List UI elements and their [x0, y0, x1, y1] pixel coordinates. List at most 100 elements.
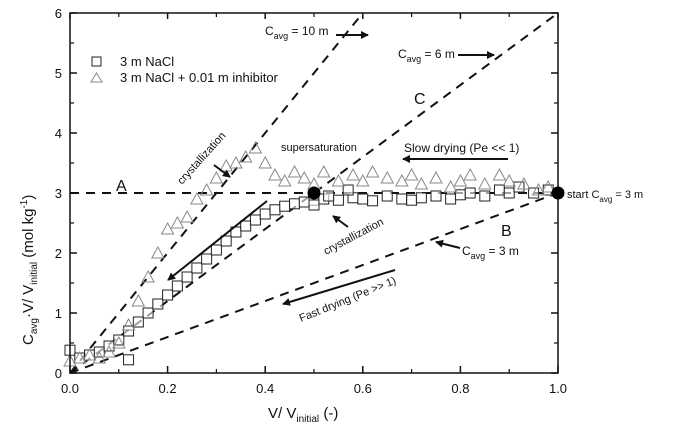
- crystallization-upper-arrow: [213, 164, 231, 178]
- data-point-square: [259, 208, 271, 220]
- y-tick-label: 0: [55, 366, 62, 381]
- y-tick-label: 6: [55, 6, 62, 21]
- data-point-triangle: [190, 191, 204, 205]
- data-point-triangle: [287, 164, 302, 178]
- data-point-square: [503, 187, 515, 199]
- data-point-square: [479, 190, 491, 202]
- data-point-square: [171, 280, 183, 292]
- data-point-square: [240, 220, 252, 232]
- data-point-triangle: [331, 173, 346, 187]
- data-point-triangle: [346, 167, 360, 181]
- data-point-square: [162, 289, 174, 301]
- data-point-square: [396, 193, 408, 205]
- highlight-marker: [551, 186, 565, 200]
- data-point-square: [323, 190, 335, 202]
- data-point-triangle: [355, 173, 370, 187]
- y-tick-label: 4: [55, 126, 62, 141]
- data-point-triangle: [131, 293, 146, 307]
- data-point-triangle: [404, 167, 419, 181]
- data-point-triangle: [316, 164, 331, 178]
- drying-path-arrow: [167, 200, 268, 281]
- x-tick-label: 0.6: [354, 381, 372, 396]
- data-point-square: [445, 193, 457, 205]
- data-point-triangle: [72, 350, 87, 364]
- data-point-square: [367, 195, 379, 207]
- legend: 3 m NaCl 3 m NaCl + 0.01 m inhibitor: [90, 54, 279, 85]
- highlight-markers: [307, 186, 565, 200]
- data-point-square: [464, 187, 476, 199]
- data-point-triangle: [199, 182, 214, 196]
- cavg-10-label: Cavg = 10 m: [265, 24, 329, 41]
- data-point-square: [342, 184, 354, 196]
- x-tick-label: 0.0: [61, 381, 79, 396]
- y-tick-label: 1: [55, 306, 62, 321]
- crystallization-lower-label: crystallization: [322, 216, 386, 258]
- x-tick-label: 0.2: [159, 381, 177, 396]
- data-point-triangle: [180, 209, 194, 223]
- data-point-triangle: [111, 335, 126, 349]
- data-point-triangle: [102, 344, 116, 358]
- data-point-square: [269, 204, 281, 216]
- data-point-triangle: [121, 317, 136, 331]
- fast-drying-arrow: [282, 269, 396, 306]
- data-point-square: [430, 190, 442, 202]
- y-tick-label: 5: [55, 66, 62, 81]
- x-ticks: 0.0 0.2 0.4 0.6 0.8 1.0: [61, 13, 567, 396]
- cavg-3-arrow: [435, 239, 461, 249]
- data-point-square: [220, 235, 232, 247]
- data-point-triangle: [429, 170, 443, 184]
- fast-drying-label: Fast drying (Pe >> 1): [298, 275, 398, 325]
- data-point-triangle: [277, 173, 292, 187]
- data-point-square: [357, 193, 369, 205]
- start-label: start Cavg = 3 m: [567, 189, 643, 204]
- data-point-square: [181, 271, 193, 283]
- data-point-triangle: [492, 167, 507, 181]
- x-tick-label: 1.0: [549, 381, 567, 396]
- data-point-triangle: [463, 167, 478, 181]
- data-point-triangle: [258, 155, 273, 169]
- data-point-triangle: [219, 158, 234, 172]
- reference-line: [69, 192, 559, 374]
- data-point-triangle: [150, 245, 165, 259]
- data-point-triangle: [531, 182, 546, 196]
- data-point-triangle: [248, 140, 263, 154]
- data-point-square: [152, 298, 164, 310]
- data-point-triangle: [297, 170, 312, 184]
- data-point-square: [191, 262, 203, 274]
- legend-label-inhibitor: 3 m NaCl + 0.01 m inhibitor: [120, 70, 279, 85]
- data-point-triangle: [365, 164, 380, 178]
- data-point-square: [415, 192, 427, 204]
- x-axis-label: V/ Vinitial (-): [268, 405, 338, 425]
- data-point-triangle: [516, 176, 531, 190]
- data-point-triangle: [82, 347, 97, 361]
- legend-label-nacl: 3 m NaCl: [120, 54, 174, 69]
- data-point-square: [249, 214, 261, 226]
- data-point-square: [142, 307, 154, 319]
- data-point-square: [332, 194, 344, 206]
- data-point-square: [123, 354, 135, 366]
- legend-square-marker: [91, 56, 102, 67]
- data-point-square: [454, 189, 466, 201]
- highlight-marker: [307, 186, 321, 200]
- data-point-square: [113, 334, 125, 346]
- data-point-square: [279, 200, 291, 212]
- slow-drying-label: Slow drying (Pe << 1): [404, 141, 519, 155]
- data-point-triangle: [209, 170, 224, 184]
- data-point-square: [201, 253, 213, 265]
- y-axis-label: Cavg·V/ Vinitial (mol kg-1): [19, 195, 40, 345]
- data-points: [63, 140, 556, 367]
- data-point-square: [132, 316, 144, 328]
- label-c: C: [414, 91, 426, 108]
- data-point-triangle: [141, 269, 155, 283]
- data-point-square: [308, 199, 320, 211]
- y-tick-label: 3: [55, 186, 62, 201]
- crystallization-lower-arrow: [332, 215, 349, 228]
- legend-triangle-marker: [90, 72, 103, 83]
- data-point-triangle: [380, 170, 395, 184]
- data-point-triangle: [238, 149, 253, 163]
- data-point-triangle: [502, 173, 517, 187]
- data-point-square: [298, 196, 310, 208]
- data-point-triangle: [477, 176, 492, 190]
- data-point-square: [288, 198, 300, 210]
